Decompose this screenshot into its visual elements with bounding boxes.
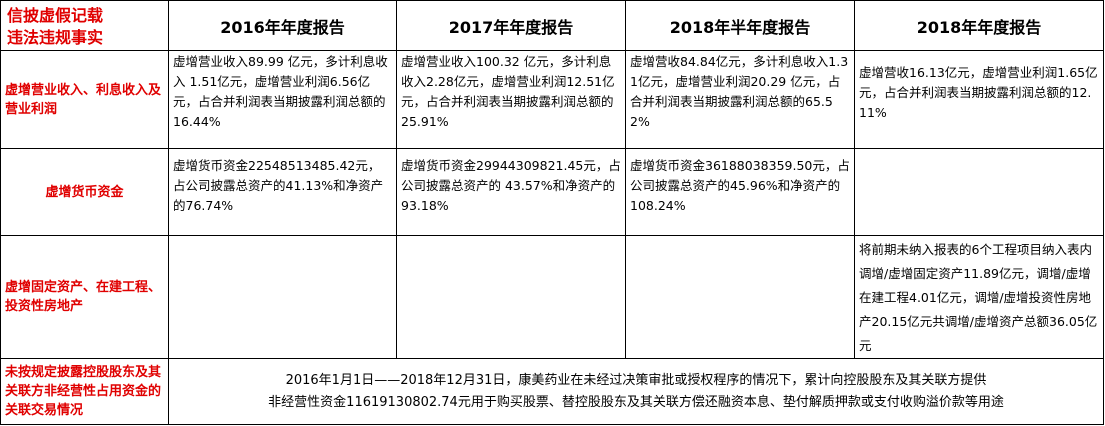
header-2018-annual: 2018年年度报告 (854, 0, 1104, 51)
row-label-inflated-cash: 虚增货币资金 (0, 148, 169, 236)
cell-fixed-2017 (396, 235, 626, 359)
cell-fixed-2018: 将前期未纳入报表的6个工程项目纳入表内调增/虚增固定资产11.89亿元，调增/虚… (854, 235, 1104, 359)
corner-header-line1: 信披虚假记载 (7, 6, 104, 25)
cell-revenue-2017: 虚增营业收入100.32 亿元，多计利息收入2.28亿元，虚增营业利润12.51… (396, 50, 626, 149)
cell-fixed-2016 (168, 235, 397, 359)
cell-cash-2017: 虚增货币资金29944309821.45元，占公司披露总资产的 43.57%和净… (396, 148, 626, 236)
merged-related-party-description: 2016年1月1日——2018年12月31日，康美药业在未经过决策审批或授权程序… (168, 358, 1104, 425)
header-row: 信披虚假记载 违法违规事实 2016年年度报告 2017年年度报告 2018年半… (0, 0, 1104, 51)
corner-header-line2: 违法违规事实 (7, 28, 104, 47)
cell-cash-2016: 虚增货币资金22548513485.42元，占公司披露总资产的41.13%和净资… (168, 148, 397, 236)
cell-revenue-2018: 虚增营收16.13亿元，虚增营业利润1.65亿元，占合并利润表当期披露利润总额的… (854, 50, 1104, 149)
row-inflated-fixed-assets: 虚增固定资产、在建工程、投资性房地产 将前期未纳入报表的6个工程项目纳入表内调增… (0, 235, 1104, 359)
cell-cash-2018h1: 虚增货币资金36188038359.50元，占公司披露总资产的45.96%和净资… (625, 148, 855, 236)
corner-header: 信披虚假记载 违法违规事实 (0, 0, 169, 51)
header-2018-semiannual: 2018年半年度报告 (625, 0, 855, 51)
merged-description-line2: 非经营性资金11619130802.74元用于购买股票、替控股股东及其关联方偿还… (268, 394, 1004, 410)
row-label-related-party-funds: 未按规定披露控股股东及其关联方非经营性占用资金的关联交易情况 (0, 358, 169, 425)
cell-revenue-2016: 虚增营业收入89.99 亿元，多计利息收入 1.51亿元，虚增营业利润6.56亿… (168, 50, 397, 149)
merged-description-line1: 2016年1月1日——2018年12月31日，康美药业在未经过决策审批或授权程序… (285, 372, 987, 388)
row-inflated-revenue: 虚增营业收入、利息收入及营业利润 虚增营业收入89.99 亿元，多计利息收入 1… (0, 50, 1104, 149)
cell-cash-2018 (854, 148, 1104, 236)
cell-fixed-2018h1 (625, 235, 855, 359)
row-related-party-funds: 未按规定披露控股股东及其关联方非经营性占用资金的关联交易情况 2016年1月1日… (0, 358, 1104, 425)
row-label-inflated-fixed-assets: 虚增固定资产、在建工程、投资性房地产 (0, 235, 169, 359)
row-label-inflated-revenue: 虚增营业收入、利息收入及营业利润 (0, 50, 169, 149)
cell-revenue-2018h1: 虚增营收84.84亿元，多计利息收入1.31亿元，虚增营业利润20.29 亿元，… (625, 50, 855, 149)
header-2016-annual: 2016年年度报告 (168, 0, 397, 51)
row-inflated-cash: 虚增货币资金 虚增货币资金22548513485.42元，占公司披露总资产的41… (0, 148, 1104, 236)
header-2017-annual: 2017年年度报告 (396, 0, 626, 51)
